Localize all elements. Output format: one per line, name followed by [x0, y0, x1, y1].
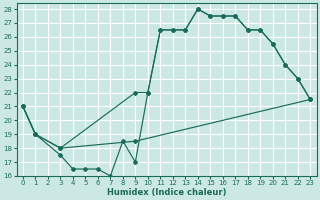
X-axis label: Humidex (Indice chaleur): Humidex (Indice chaleur)	[107, 188, 226, 197]
